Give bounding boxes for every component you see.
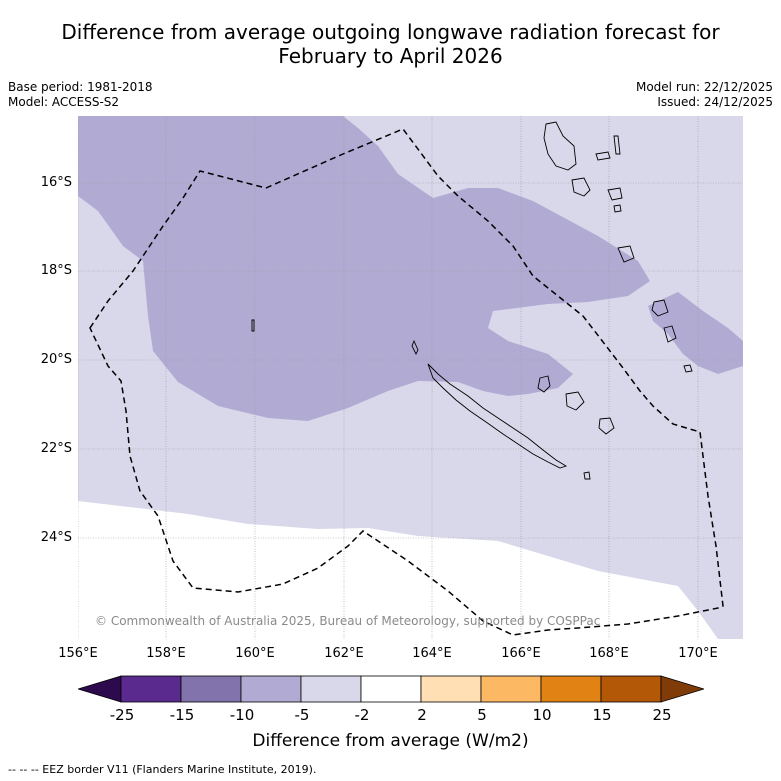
eez-border bbox=[89, 128, 724, 636]
colorbar-cell-4 bbox=[300, 675, 362, 703]
mare-island bbox=[598, 417, 615, 435]
lon-label-160e: 160°E bbox=[235, 646, 275, 661]
lat-label-16s: 16°S bbox=[40, 175, 72, 190]
map-area bbox=[78, 116, 743, 639]
meta-left: Base period: 1981-2018 Model: ACCESS-S2 bbox=[8, 80, 153, 110]
colorbar-min-extend bbox=[78, 675, 122, 703]
colorbar-cell-1 bbox=[120, 675, 182, 703]
model-run: Model run: 22/12/2025 bbox=[635, 80, 773, 94]
chesterfield-islands bbox=[251, 319, 255, 332]
lat-label-22s: 22°S bbox=[40, 441, 72, 456]
ambrym-island bbox=[607, 187, 623, 201]
colorbar-tick-7: 5 bbox=[477, 706, 487, 724]
lat-label-20s: 20°S bbox=[40, 352, 72, 367]
aneityum-island bbox=[683, 364, 693, 373]
anomaly-medium-region-east bbox=[648, 292, 743, 374]
map-title: Difference from average outgoing longwav… bbox=[0, 20, 781, 68]
colorbar-cell-9 bbox=[600, 675, 662, 703]
colorbar bbox=[78, 675, 704, 703]
colorbar-cell-8 bbox=[540, 675, 602, 703]
lon-label-170e: 170°E bbox=[678, 646, 718, 661]
lat-label-18s: 18°S bbox=[40, 263, 72, 278]
colorbar-cell-6 bbox=[420, 675, 482, 703]
model-name: Model: ACCESS-S2 bbox=[8, 95, 120, 109]
copyright-text: © Commonwealth of Australia 2025, Bureau… bbox=[95, 614, 601, 628]
colorbar-tick-8: 10 bbox=[532, 706, 552, 724]
efate-island bbox=[617, 245, 635, 263]
lon-label-166e: 166°E bbox=[501, 646, 541, 661]
issued-date: Issued: 24/12/2025 bbox=[657, 95, 773, 109]
maewo-island bbox=[613, 135, 621, 155]
colorbar-tick-10: 25 bbox=[652, 706, 672, 724]
anomaly-medium-region bbox=[78, 116, 650, 421]
colorbar-tick-1: -25 bbox=[109, 706, 135, 724]
colorbar-tick-2: -15 bbox=[169, 706, 195, 724]
lon-label-164e: 164°E bbox=[412, 646, 452, 661]
espiritu-santo-island bbox=[543, 121, 577, 171]
base-period: Base period: 1981-2018 bbox=[8, 80, 153, 94]
colorbar-cell-2 bbox=[180, 675, 242, 703]
malekula-island bbox=[571, 177, 591, 197]
new-caledonia-island bbox=[427, 363, 568, 469]
lon-label-156e: 156°E bbox=[58, 646, 98, 661]
colorbar-cell-7 bbox=[480, 675, 542, 703]
colorbar-tick-4: -5 bbox=[294, 706, 310, 724]
ouvea-island bbox=[537, 375, 551, 393]
title-line-2: February to April 2026 bbox=[278, 44, 503, 68]
tanna-island bbox=[663, 325, 677, 343]
walpole-island bbox=[583, 471, 591, 480]
colorbar-tick-9: 15 bbox=[592, 706, 612, 724]
title-line-1: Difference from average outgoing longwav… bbox=[61, 20, 720, 44]
ambae-island bbox=[595, 151, 611, 161]
lifou-island bbox=[565, 391, 585, 411]
map-svg bbox=[78, 116, 743, 639]
lat-label-24s: 24°S bbox=[40, 530, 72, 545]
colorbar-max-extend bbox=[660, 675, 704, 703]
lon-label-162e: 162°E bbox=[324, 646, 364, 661]
colorbar-label: Difference from average (W/m2) bbox=[252, 731, 529, 751]
colorbar-tick-3: -10 bbox=[229, 706, 255, 724]
erromango-island bbox=[651, 299, 669, 317]
colorbar-tick-6: 2 bbox=[417, 706, 427, 724]
colorbar-cell-3 bbox=[240, 675, 302, 703]
colorbar-tick-5: -2 bbox=[354, 706, 370, 724]
lon-label-168e: 168°E bbox=[589, 646, 629, 661]
colorbar-cell-5 bbox=[360, 675, 422, 703]
belep-islands bbox=[411, 339, 419, 356]
epi-island bbox=[613, 204, 622, 213]
eez-legend: -- -- -- EEZ border V11 (Flanders Marine… bbox=[8, 763, 317, 776]
map-gridlines bbox=[78, 116, 743, 639]
lon-label-158e: 158°E bbox=[146, 646, 186, 661]
meta-right: Model run: 22/12/2025 Issued: 24/12/2025 bbox=[636, 80, 773, 110]
